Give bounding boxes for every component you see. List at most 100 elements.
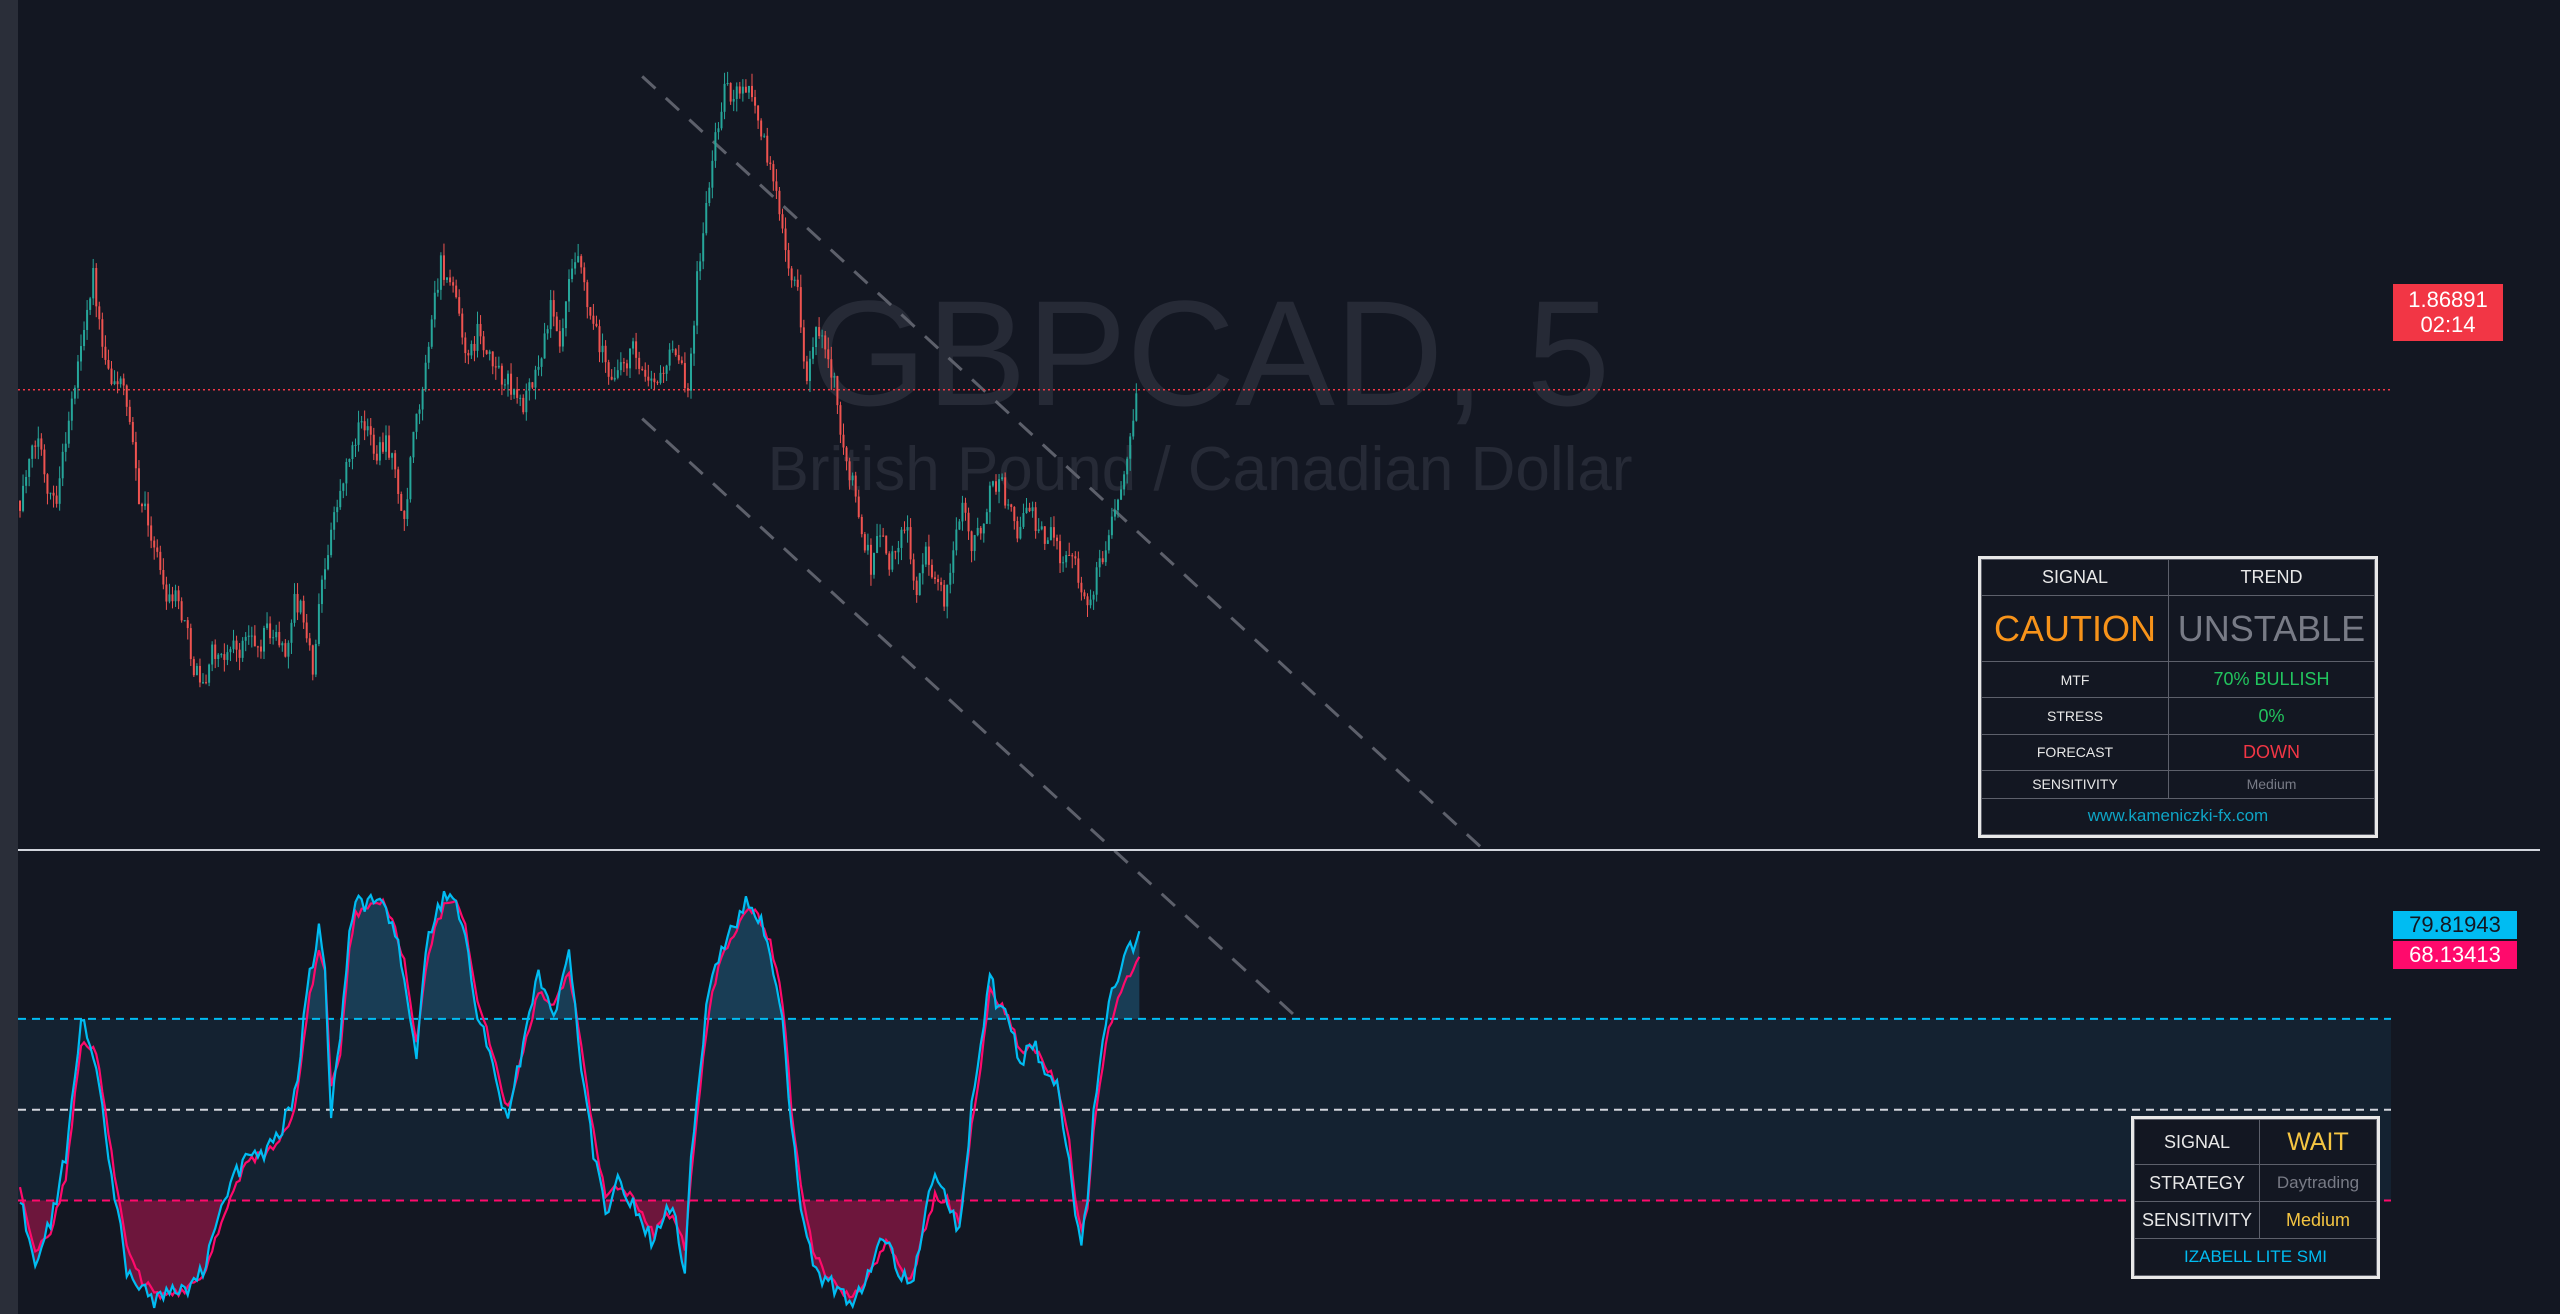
candle-body <box>497 365 500 368</box>
candle-body <box>61 451 64 479</box>
candle-body <box>595 323 598 327</box>
candle-body <box>647 376 650 381</box>
row-value-mtf: 70% BULLISH <box>2168 661 2375 699</box>
candle-body <box>510 373 513 395</box>
price-badge[interactable]: 1.86891 02:14 <box>2393 284 2503 341</box>
candle-body <box>744 86 747 93</box>
candle-body <box>165 584 168 602</box>
candle-body <box>1052 527 1055 538</box>
smi-sensitivity-label: SENSITIVITY <box>2134 1201 2260 1240</box>
candle-body <box>561 328 564 347</box>
candle-body <box>1080 582 1083 593</box>
candle-body <box>653 378 656 383</box>
candle-body <box>958 521 961 530</box>
candle-body <box>125 385 128 407</box>
candle-body <box>674 349 677 356</box>
smi-signal-value: WAIT <box>2259 1118 2377 1166</box>
candle-body <box>848 461 851 481</box>
candle-body <box>357 422 360 445</box>
candle-body <box>635 341 638 358</box>
candle-body <box>900 529 903 548</box>
candle-body <box>1068 554 1071 556</box>
candle-body <box>714 132 717 161</box>
candle-body <box>473 343 476 351</box>
candle-body <box>372 434 375 454</box>
candle-body <box>1095 567 1098 595</box>
footer-link[interactable]: www.kameniczki-fx.com <box>1981 797 2375 836</box>
candle-body <box>891 551 894 570</box>
candle-body <box>1062 562 1065 564</box>
candle-body <box>302 600 305 623</box>
candle-body <box>869 544 872 575</box>
candle-body <box>369 426 372 435</box>
candle-body <box>683 363 686 389</box>
candle-body <box>808 358 811 382</box>
candle-body <box>1007 504 1010 506</box>
candle-body <box>52 492 55 496</box>
candle-body <box>778 190 781 215</box>
candle-body <box>342 483 345 491</box>
candle-body <box>991 481 994 486</box>
candle-body <box>250 635 253 637</box>
candle-body <box>906 527 909 531</box>
candle-body <box>220 654 223 656</box>
candle-body <box>830 359 833 378</box>
candle-body <box>1113 510 1116 517</box>
candle-body <box>946 584 949 607</box>
candle-body <box>116 381 119 385</box>
candle-body <box>616 370 619 378</box>
candle-body <box>141 504 143 507</box>
candle-body <box>128 406 131 422</box>
candle-body <box>894 551 897 553</box>
candle-body <box>73 387 76 399</box>
candle-body <box>1028 507 1031 512</box>
candle-body <box>189 628 192 660</box>
candle-body <box>381 442 384 452</box>
candle-body <box>76 361 79 388</box>
candle-body <box>25 476 28 486</box>
candle-body <box>503 384 506 386</box>
candle-body <box>979 527 982 534</box>
candle-body <box>400 493 403 511</box>
candle-body <box>299 600 302 613</box>
candle-body <box>327 555 330 570</box>
signal-value-badge[interactable]: 68.13413 <box>2393 941 2517 969</box>
candle-body <box>391 453 394 458</box>
candle-body <box>1001 477 1004 480</box>
candle-body <box>324 569 326 580</box>
candle-body <box>153 540 156 548</box>
candle-body <box>104 346 107 360</box>
candle-body <box>757 105 760 121</box>
candle-body <box>903 529 906 531</box>
candle-body <box>988 485 991 513</box>
candle-body <box>897 547 900 553</box>
candle-body <box>452 282 455 286</box>
candle-body <box>909 527 912 560</box>
candle-body <box>665 365 668 374</box>
candle-body <box>568 279 570 302</box>
candle-body <box>1126 458 1129 475</box>
candle-body <box>259 646 262 652</box>
candle-body <box>439 255 442 290</box>
candle-body <box>964 502 967 513</box>
candle-body <box>571 268 574 280</box>
candle-body <box>281 643 284 646</box>
candle-body <box>592 315 595 324</box>
candle-body <box>168 594 171 602</box>
candle-body <box>58 478 61 504</box>
candle-body <box>967 512 970 532</box>
candle-body <box>415 413 418 432</box>
candle-body <box>333 512 336 530</box>
candle-body <box>1056 537 1058 542</box>
candle-body <box>641 368 644 370</box>
candle-body <box>976 527 979 536</box>
candle-body <box>955 529 958 551</box>
smi-value-badge[interactable]: 79.81943 <box>2393 911 2517 939</box>
candle-body <box>360 421 363 423</box>
trend-value: UNSTABLE <box>2168 595 2375 663</box>
candle-body <box>879 535 882 537</box>
candle-body <box>940 582 943 585</box>
candle-body <box>131 421 134 443</box>
candle-body <box>311 645 314 675</box>
candle-body <box>818 327 821 337</box>
